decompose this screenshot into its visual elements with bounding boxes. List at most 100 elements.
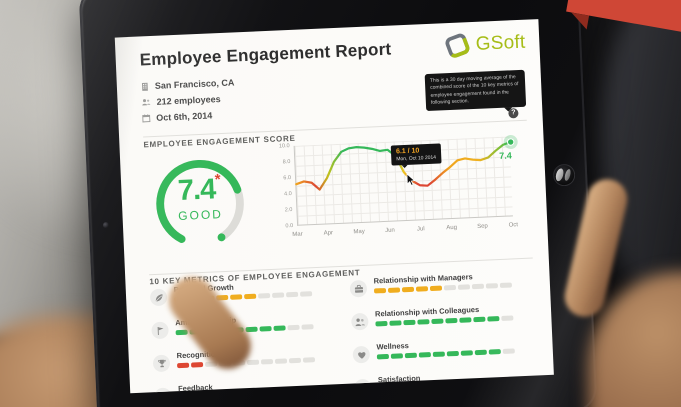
bar-segment: [190, 362, 204, 368]
bar-segment: [403, 319, 416, 326]
bar-segment: [432, 351, 445, 358]
bar-segment: [490, 382, 503, 388]
x-axis-tick: Oct: [508, 222, 519, 229]
date-text: Oct 6th, 2014: [156, 110, 213, 123]
metric-label: Satisfaction: [377, 373, 421, 385]
endpoint-score-label: 7.4: [499, 149, 512, 161]
y-axis-tick: 8.0: [282, 159, 291, 166]
bar-segment: [287, 324, 300, 331]
bar-segment: [485, 283, 499, 289]
bar-segment: [390, 353, 404, 359]
bar-segment: [462, 383, 475, 389]
bar-segment: [501, 315, 514, 321]
location-text: San Francisco, CA: [154, 77, 235, 91]
bar-segment: [378, 386, 391, 393]
score-value: 7.4: [177, 173, 216, 207]
chart-tooltip-date: Mon, Oct 10 2014: [396, 154, 437, 163]
flag-icon: [151, 321, 169, 340]
trophy-icon: [152, 354, 171, 373]
growth-icon: [149, 288, 168, 307]
chart-plot[interactable]: 6.1 / 10 Mon, Oct 10 2014 7.4: [293, 135, 518, 226]
x-axis-tick: Aug: [446, 224, 458, 232]
bar-segment: [259, 326, 272, 332]
key-metrics-grid: Personal Growth Relationship with Manage…: [149, 269, 541, 394]
bar-segment: [262, 391, 275, 394]
gauge-arc-fill: [156, 159, 244, 243]
bar-segment: [260, 358, 274, 365]
bar-segment: [230, 294, 243, 300]
metric-satisfaction: Satisfaction: [353, 368, 541, 394]
bar-segment: [302, 357, 316, 363]
bar-segment: [473, 316, 486, 323]
bar-segment: [273, 325, 286, 331]
tablet-screen: Employee Engagement Report GSoft: [114, 19, 554, 394]
bar-segment: [417, 319, 430, 325]
bar-segment: [446, 350, 459, 357]
bar-segment: [290, 390, 303, 394]
bar-segment: [474, 349, 487, 356]
corner-ribbon-fold: [568, 12, 590, 30]
y-axis-tick: 4.0: [283, 191, 292, 198]
front-camera-icon: [102, 222, 110, 229]
calendar-icon: [142, 114, 151, 123]
heart-icon: [352, 345, 371, 364]
trend-line: [295, 140, 512, 191]
bar-segment: [420, 385, 433, 391]
metric-ambassadorship: Ambassadorship: [151, 311, 338, 343]
x-axis-tick: Jun: [385, 227, 395, 234]
bar-segment: [301, 324, 314, 330]
bar-segment: [404, 352, 417, 359]
bar-segment: [286, 291, 299, 298]
bar-segment: [459, 317, 472, 323]
score-asterisk: *: [214, 171, 221, 189]
bar-segment: [406, 385, 419, 392]
briefcase-icon: [349, 279, 368, 298]
home-button[interactable]: [552, 163, 576, 187]
bar-segment: [389, 320, 402, 326]
bar-segment: [488, 349, 501, 355]
metric-relationship-colleagues: Relationship with Colleagues: [351, 302, 538, 334]
bar-segment: [445, 317, 458, 324]
bar-segment: [460, 350, 473, 356]
people-icon: [351, 312, 369, 331]
bar-segment: [415, 286, 429, 292]
metric-personal-growth: Personal Growth: [149, 278, 337, 310]
people-count-icon: [142, 99, 151, 106]
bar-segment: [499, 282, 513, 289]
bar-segment: [375, 320, 388, 327]
employees-text: 212 employees: [156, 94, 221, 107]
bar-segment: [443, 284, 457, 291]
x-axis-tick: May: [353, 228, 365, 236]
score-help-tooltip: This is a 30 day moving average of the c…: [424, 69, 527, 112]
bar-segment: [418, 352, 431, 358]
bar-segment: [431, 318, 444, 325]
bar-segment: [401, 286, 415, 293]
bar-segment: [248, 392, 261, 394]
bar-segment: [476, 382, 489, 389]
y-axis-tick: 2.0: [284, 207, 293, 214]
x-axis-tick: Apr: [323, 230, 334, 237]
location-row: San Francisco, CA: [141, 62, 525, 95]
y-axis-tick: 0.0: [285, 222, 294, 230]
bar-segment: [376, 353, 390, 360]
gsoft-logo-mark: [445, 33, 470, 58]
x-axis-tick: Mar: [292, 231, 303, 239]
bar-segment: [272, 292, 285, 298]
bar-segment: [177, 362, 190, 369]
employees-row: 212 employees: [141, 78, 525, 111]
y-axis-tick: 6.0: [283, 175, 292, 182]
tablet-device: Employee Engagement Report GSoft: [78, 0, 598, 407]
bar-segment: [276, 391, 289, 394]
bar-segment: [504, 381, 517, 387]
metric-recognition: Recognition: [152, 344, 340, 376]
engagement-trend-chart: 6.1 / 10 Mon, Oct 10 2014 7.4 10.0 8.0 6.0…: [267, 132, 534, 263]
building-icon: [141, 82, 148, 91]
endpoint-dot: [506, 138, 515, 146]
bar-segment: [457, 284, 471, 290]
bar-segment: [392, 386, 405, 392]
bar-segment: [387, 287, 401, 293]
metric-label: Feedback: [177, 382, 213, 394]
y-axis-tick: 10.0: [278, 143, 290, 150]
bar-segment: [304, 390, 317, 394]
